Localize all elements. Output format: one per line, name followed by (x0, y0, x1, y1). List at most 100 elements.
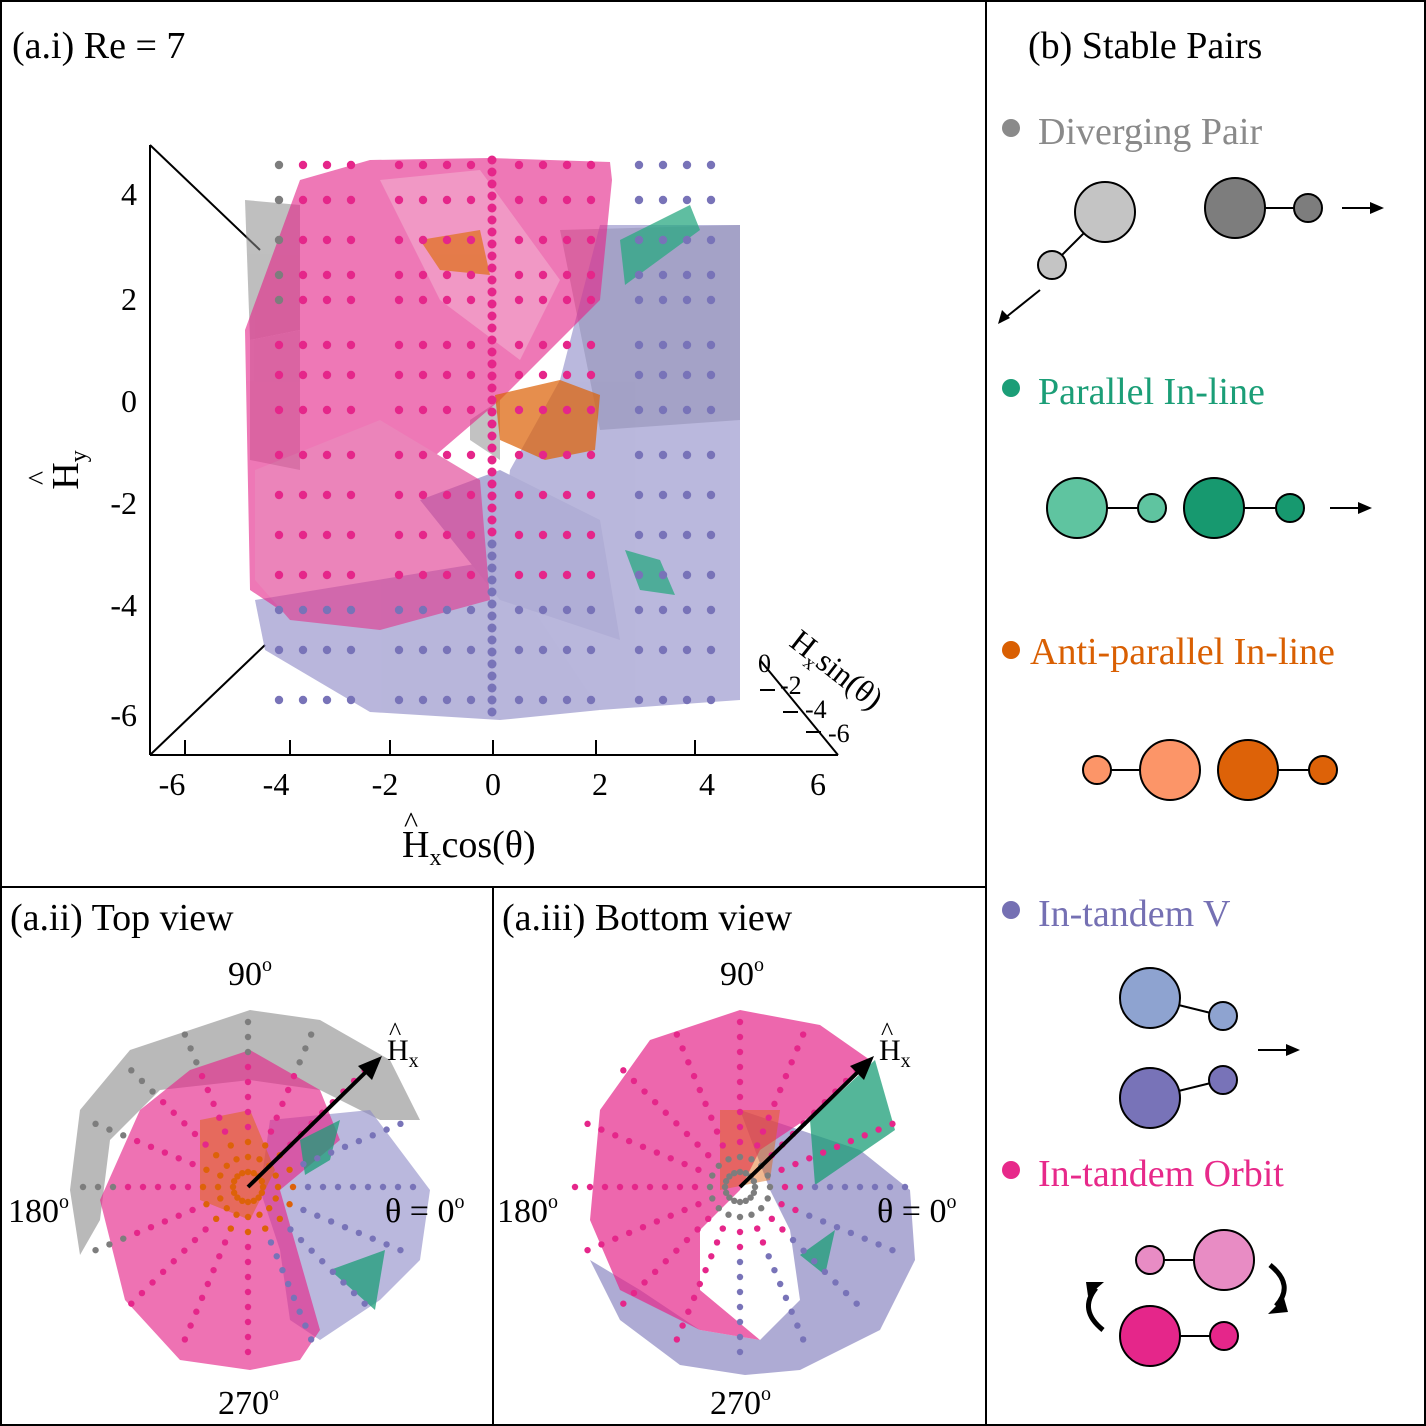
data-point (722, 1189, 730, 1196)
data-point (327, 1218, 335, 1225)
data-point (94, 1183, 102, 1191)
data-point (631, 1183, 639, 1191)
data-point (120, 1132, 127, 1139)
data-point (262, 1225, 269, 1232)
data-point (466, 605, 476, 615)
data-point (244, 1348, 252, 1356)
data-point (487, 299, 497, 309)
z-axis-ticks: 0 -2 -4 -6 (758, 649, 850, 748)
data-point (239, 1197, 246, 1205)
data-point (274, 295, 284, 305)
data-point (682, 160, 692, 170)
data-point (394, 450, 404, 460)
data-point (302, 1045, 309, 1052)
data-point (736, 1048, 744, 1056)
data-point (346, 235, 356, 245)
data-point (322, 370, 332, 380)
data-point (120, 1235, 127, 1242)
data-point (298, 370, 308, 380)
data-point (272, 1172, 279, 1179)
data-point (736, 1303, 744, 1311)
data-point (696, 1086, 704, 1094)
data-point (782, 1294, 790, 1302)
data-point (230, 1178, 238, 1185)
data-point (706, 370, 716, 380)
data-point (442, 160, 452, 170)
data-point (702, 1100, 709, 1108)
data-point (221, 1128, 229, 1135)
data-point (274, 160, 284, 170)
data-point (731, 1197, 738, 1205)
data-point (634, 490, 644, 500)
data-point (634, 645, 644, 655)
data-point (304, 1183, 312, 1191)
data-point (198, 1294, 206, 1302)
data-point (284, 1280, 292, 1288)
legend-label: Anti-parallel In-line (1030, 631, 1335, 673)
data-point (658, 270, 668, 280)
data-point (731, 1169, 738, 1177)
data-point (346, 645, 356, 655)
data-point (487, 263, 497, 273)
data-point (514, 235, 524, 245)
data-point (799, 1336, 807, 1343)
data-point (124, 1183, 132, 1191)
data-point (681, 1160, 688, 1168)
data-point (487, 155, 497, 165)
data-point (322, 235, 332, 245)
parallel-inline-icon (1046, 477, 1362, 539)
data-point (514, 695, 524, 705)
x-tick: 2 (592, 766, 608, 802)
data-point (634, 195, 644, 205)
data-point (193, 1308, 200, 1315)
data-point (682, 405, 692, 415)
data-point (466, 370, 476, 380)
data-point (616, 1183, 624, 1191)
data-point (234, 1173, 241, 1180)
data-point (487, 311, 497, 321)
data-point (244, 1333, 252, 1341)
data-point (758, 1205, 765, 1212)
data-point (658, 370, 668, 380)
data-point (639, 1223, 647, 1231)
data-point (562, 570, 572, 580)
data-point (298, 695, 308, 705)
data-point (788, 1308, 795, 1315)
data-point (715, 1205, 722, 1212)
data-point (298, 160, 308, 170)
data-point (685, 1308, 692, 1315)
data-point (487, 515, 497, 525)
legend-label: Parallel In-line (1038, 371, 1265, 413)
data-point (244, 1168, 252, 1176)
data-point (394, 605, 404, 615)
y-tick: 4 (121, 176, 137, 212)
data-point (274, 605, 284, 615)
x-axis-ticks: -6 -4 -2 0 2 4 6 (159, 766, 826, 802)
data-point (346, 530, 356, 540)
rotate-arrow-icon (1268, 1263, 1287, 1308)
data-point (418, 645, 428, 655)
data-point (250, 1169, 257, 1177)
data-point (322, 605, 332, 615)
data-point (759, 1239, 767, 1246)
data-point (586, 235, 596, 245)
data-point (586, 195, 596, 205)
region-green (300, 1120, 340, 1175)
data-point (307, 1031, 315, 1038)
data-point (442, 370, 452, 380)
data-point (322, 195, 332, 205)
data-point (327, 1149, 335, 1156)
x-tick: 0 (485, 766, 501, 802)
data-point (673, 1120, 680, 1127)
data-point (216, 1114, 223, 1121)
data-point (244, 1093, 252, 1101)
data-point (394, 645, 404, 655)
data-point (721, 1183, 729, 1191)
legend-label: In-tandem Orbit (1038, 1153, 1284, 1195)
data-point (538, 530, 548, 540)
data-point (394, 340, 404, 350)
data-point (442, 695, 452, 705)
data-point (346, 405, 356, 415)
data-point (514, 340, 524, 350)
legend-antiparallel-inline: Anti-parallel In-line (1002, 631, 1338, 801)
